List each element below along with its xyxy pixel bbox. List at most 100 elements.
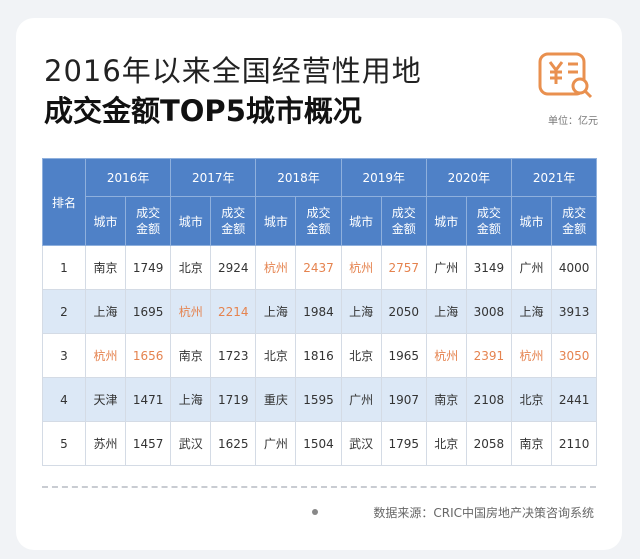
city: 天津 (85, 377, 126, 422)
amount-header: 成交金额 (465, 196, 513, 246)
amount: 1656 (124, 333, 172, 378)
amount: 1907 (380, 377, 427, 422)
data-row: 3 杭州 1656 南京 1723 北京 1816 北京 1965 杭州 2391 杭州 3050 (42, 333, 598, 378)
city-header: 城市 (340, 196, 382, 246)
amount: 1719 (210, 377, 257, 422)
year-header: 2016年 (84, 158, 172, 197)
amount: 1595 (295, 377, 342, 422)
rank: 5 (42, 421, 86, 466)
rank: 1 (42, 245, 86, 290)
amount: 2441 (551, 377, 598, 422)
city: 上海 (255, 289, 297, 334)
amount: 4000 (551, 245, 598, 290)
city-header: 城市 (255, 196, 297, 246)
unit-label: 单位：亿元 (548, 116, 598, 127)
subheader-row: 城市 成交金额 城市 成交金额 城市 成交金额 城市 成交金额 城市 成交金额 城市 成交金额 (43, 196, 598, 246)
city: 南京 (85, 245, 126, 290)
rank: 3 (42, 333, 86, 378)
rank-header: 排名 (42, 158, 86, 246)
city: 南京 (511, 421, 553, 466)
data-row: 2 上海 1695 杭州 2214 上海 1984 上海 2050 上海 3008 上海 3913 (42, 289, 598, 334)
rank: 4 (42, 377, 86, 422)
city: 北京 (255, 333, 297, 378)
amount-header: 成交金额 (210, 196, 257, 246)
card: 2016年以来全国经营性用地 成交金额TOP5城市概况 单位：亿元 排名 2016… (16, 18, 622, 550)
data-row: 1 南京 1749 北京 2924 杭州 2437 杭州 2757 广州 3149 广州 4000 (42, 245, 598, 290)
city: 杭州 (340, 245, 382, 290)
amount: 2437 (295, 245, 342, 290)
city-header: 城市 (170, 196, 212, 246)
city: 广州 (340, 377, 382, 422)
city: 武汉 (170, 421, 212, 466)
city: 北京 (170, 245, 212, 290)
amount-header: 成交金额 (551, 196, 598, 246)
city: 广州 (255, 421, 297, 466)
bullet (312, 509, 318, 515)
city: 广州 (425, 245, 467, 290)
city: 上海 (511, 289, 553, 334)
year-header: 2020年 (425, 158, 513, 197)
data-table: 排名 2016年 2017年 2018年 2019年 2020年 2021年 城市 成交金额 城市… (42, 158, 598, 466)
data-row: 5 苏州 1457 武汉 1625 广州 1504 武汉 1795 北京 2058 南京 2110 (42, 421, 598, 466)
subtitle: 成交金额TOP5城市概况 (44, 94, 362, 128)
amount: 2110 (551, 421, 598, 466)
amount: 3913 (551, 289, 598, 334)
rank: 2 (42, 289, 86, 334)
city-header: 城市 (85, 196, 126, 246)
amount: 1965 (380, 333, 427, 378)
year-header: 2021年 (511, 158, 598, 197)
amount: 1471 (124, 377, 172, 422)
city: 北京 (340, 333, 382, 378)
amount: 1984 (295, 289, 342, 334)
year-header: 2019年 (340, 158, 427, 197)
year-header: 2018年 (255, 158, 342, 197)
amount: 1816 (295, 333, 342, 378)
title: 2016年以来全国经营性用地 (44, 54, 422, 88)
city: 南京 (425, 377, 467, 422)
city: 杭州 (511, 333, 553, 378)
amount: 3008 (465, 289, 513, 334)
amount: 2108 (465, 377, 513, 422)
amount-header: 成交金额 (295, 196, 342, 246)
amount: 1795 (380, 421, 427, 466)
city: 杭州 (255, 245, 297, 290)
city: 北京 (511, 377, 553, 422)
city: 上海 (170, 377, 212, 422)
amount: 1457 (124, 421, 172, 466)
amount-header: 成交金额 (124, 196, 172, 246)
amount: 2058 (465, 421, 513, 466)
amount: 2924 (210, 245, 257, 290)
city: 北京 (425, 421, 467, 466)
city: 杭州 (425, 333, 467, 378)
city: 杭州 (85, 333, 126, 378)
year-header: 2017年 (170, 158, 257, 197)
divider (42, 486, 596, 488)
amount: 1625 (210, 421, 257, 466)
amount: 1749 (124, 245, 172, 290)
city: 上海 (425, 289, 467, 334)
amount: 1695 (124, 289, 172, 334)
amount: 3050 (551, 333, 598, 378)
amount: 2391 (465, 333, 513, 378)
city-header: 城市 (511, 196, 553, 246)
city: 重庆 (255, 377, 297, 422)
city: 上海 (340, 289, 382, 334)
city-header: 城市 (425, 196, 467, 246)
money-icon (538, 52, 593, 99)
city: 广州 (511, 245, 553, 290)
city: 南京 (170, 333, 212, 378)
amount: 3149 (465, 245, 513, 290)
amount: 2757 (380, 245, 427, 290)
city: 苏州 (85, 421, 126, 466)
amount-header: 成交金额 (380, 196, 427, 246)
source: 数据来源：CRIC中国房地产决策咨询系统 (373, 506, 594, 520)
header-row: 排名 2016年 2017年 2018年 2019年 2020年 2021年 (42, 158, 598, 246)
amount: 2214 (210, 289, 257, 334)
amount: 1504 (295, 421, 342, 466)
data-row: 4 天津 1471 上海 1719 重庆 1595 广州 1907 南京 2108 北京 2441 (42, 377, 598, 422)
city: 武汉 (340, 421, 382, 466)
amount: 2050 (380, 289, 427, 334)
city: 杭州 (170, 289, 212, 334)
amount: 1723 (210, 333, 257, 378)
